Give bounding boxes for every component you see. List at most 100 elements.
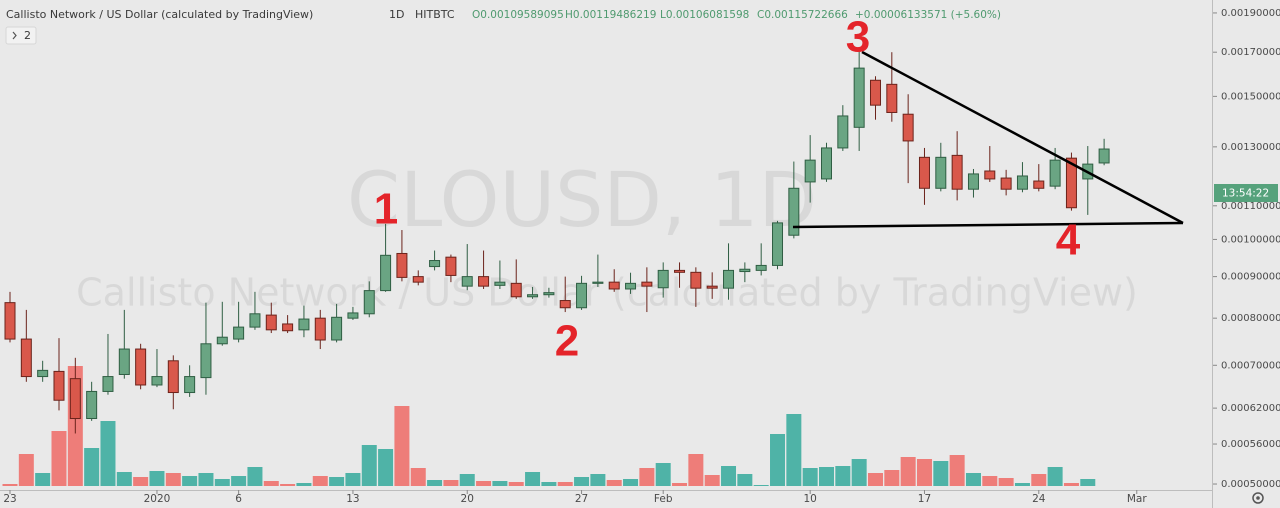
y-tick-label: 0.00056000 [1221,439,1280,450]
candle-body [527,294,539,298]
candle-body [723,269,735,289]
y-tick-label: 0.00080000 [1221,313,1280,324]
candle-body [739,268,751,273]
candle-body [772,222,784,266]
watermark-symbol: CLOUSD, 1D [347,155,817,244]
candle-body [1049,159,1061,187]
candle-body [625,282,637,290]
candle-body [869,79,881,106]
volume-bar [2,484,18,486]
volume-bar [133,477,149,486]
volume-bar [802,468,818,486]
indicator-count: 2 [24,29,31,42]
candle-body [216,336,228,345]
candle-body [200,343,212,379]
candle-body [380,254,392,292]
x-tick-label: 13 [346,493,359,505]
volume-bar [492,481,508,486]
volume-bar [982,476,998,486]
candle-body [69,378,81,420]
x-tick-label: 6 [235,493,242,505]
y-tick-label: 0.00150000 [1221,91,1280,102]
candle-body [151,376,163,386]
candle-body [86,390,98,420]
x-tick-label: Mar [1127,493,1147,505]
candle-body [576,282,588,309]
candle-body [298,318,310,331]
volume-bar [949,455,965,486]
volume-bar [770,434,786,486]
volume-bar [476,481,492,486]
volume-bar [590,474,606,486]
volume-bar [231,476,247,486]
volume-bar [541,482,557,486]
annotation: 3 [846,13,870,62]
x-tick-label: 17 [918,493,931,505]
candle-body [543,292,555,296]
candle-body [53,370,65,401]
candle-body [902,113,914,142]
candle-body [265,314,277,331]
volume-bar [704,475,720,486]
volume-bar [508,482,524,486]
candle-body [461,276,473,287]
volume-bar [329,477,345,486]
volume-bar [100,421,116,486]
candle-body [20,338,32,378]
volume-bar [1014,483,1030,486]
countdown-badge [1214,184,1278,202]
annotation: 4 [1056,216,1081,265]
candle-body [412,276,424,283]
volume-bar [998,478,1014,486]
candle-body [396,252,408,278]
volume-bar [639,468,655,486]
volume-bar [1047,467,1063,486]
volume-bar [606,480,622,486]
volume-bar [786,414,802,486]
candle-body [184,376,196,394]
settings-icon[interactable] [1252,492,1264,504]
candle-layer [4,49,1110,434]
candle-body [559,300,571,309]
volume-bar [280,484,296,486]
candle-body [249,313,261,328]
indicator-toggle[interactable] [5,26,37,45]
volume-bar [900,457,916,486]
candle-body [478,276,490,287]
candle-body [1033,180,1045,189]
candle-body [788,187,800,236]
volume-bar [182,476,198,486]
volume-bar [427,480,443,486]
volume-bar [1080,479,1096,486]
candle-body [233,326,245,340]
x-tick-label: Feb [654,493,673,505]
candle-body [1065,157,1077,209]
candle-body [118,348,130,375]
volume-bar [394,406,410,486]
candle-body [935,156,947,189]
volume-bar [18,454,34,486]
open-value: O0.00109589095 [472,9,564,21]
interval: 1D [389,8,404,21]
volume-bar [655,463,671,486]
time-axis: 23 2020 6 13 20 27 Feb 10 17 24 Mar [3,490,1147,505]
volume-bar [721,466,737,486]
volume-bar [312,476,328,486]
candle-body [429,260,441,268]
candle-body [102,376,114,392]
x-tick-label: 10 [803,493,816,505]
x-tick-label: 20 [461,493,474,505]
close-value: C0.00115722666 [757,9,848,21]
candle-body [837,115,849,149]
y-tick-label: 0.00050000 [1221,479,1280,490]
volume-bar [688,454,704,486]
settings-button[interactable] [1252,492,1264,504]
candle-body [314,317,326,341]
volume-bar [116,472,132,486]
change-value: +0.00006133571 (+5.60%) [855,9,1001,21]
volume-bar [247,467,263,486]
low-value: L0.00106081598 [660,9,749,21]
volume-bar [623,479,639,486]
trend-line [861,50,1184,225]
drawings: 1 2 3 4 [374,13,1184,366]
